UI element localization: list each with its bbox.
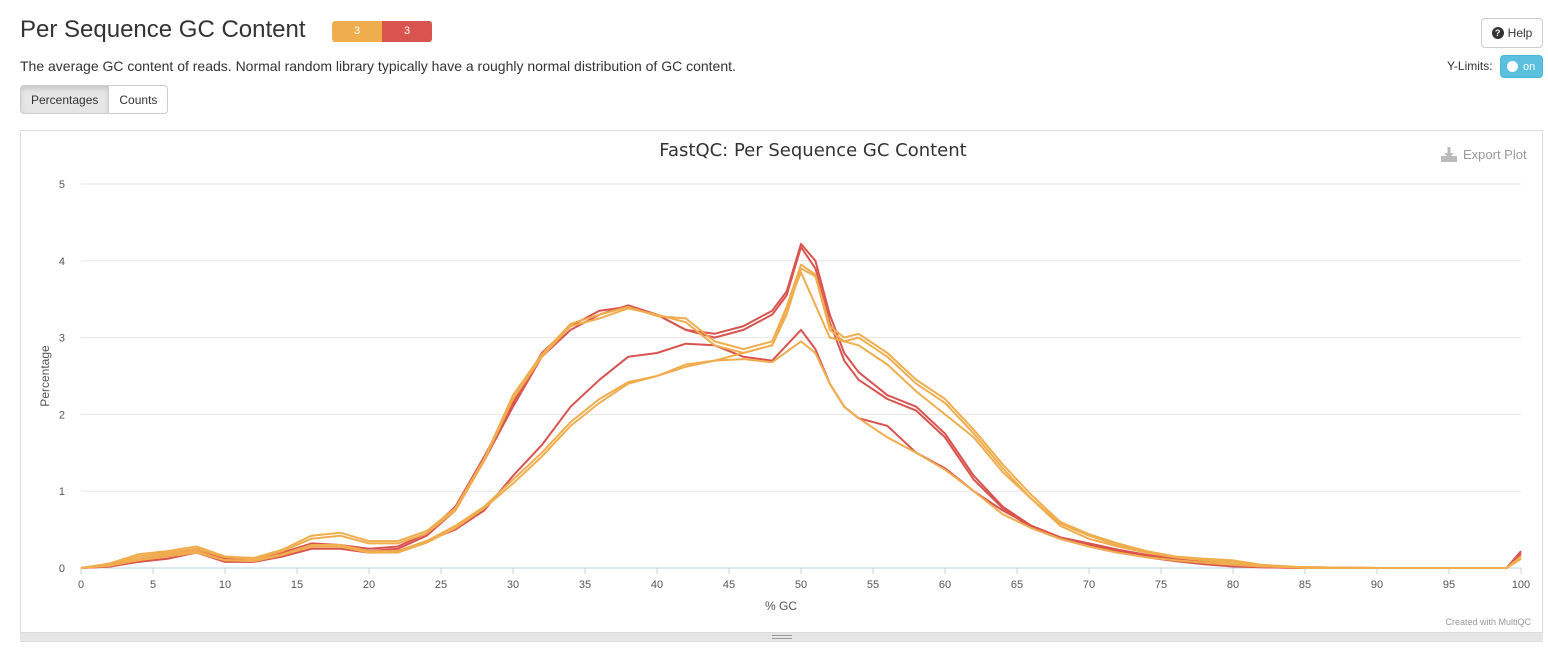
x-tick-label: 45 [723,579,735,591]
x-tick-label: 85 [1299,579,1311,591]
x-tick-label: 50 [795,579,807,591]
series-line-5[interactable] [80,263,1522,569]
series-lines [80,242,1522,569]
series-line-1[interactable] [80,242,1522,569]
y-tick-label: 3 [59,333,65,345]
x-tick-label: 70 [1083,579,1095,591]
grid-lines [81,183,1521,492]
y-tick-label: 0 [59,563,65,575]
x-tick-label: 80 [1227,579,1239,591]
toggle-knob-icon [1507,61,1518,72]
toggle-label: on [1523,60,1536,73]
export-plot-button[interactable]: Export Plot [1441,147,1527,162]
x-tick-label: 60 [939,579,951,591]
plot-container: 0 1 2 3 4 5 0 5 10 15 20 25 30 35 40 45 50 55 60 65 70 75 80 85… [20,130,1543,642]
x-tick-label: 55 [867,579,879,591]
plot-resize-handle[interactable] [20,632,1543,642]
help-label: Help [1507,26,1533,40]
export-plot-label: Export Plot [1463,147,1527,162]
status-warn-count[interactable]: 3 [332,21,382,42]
y-tick-label: 2 [59,409,65,421]
x-tick-label: 25 [435,579,447,591]
series-line-2[interactable] [80,246,1522,569]
question-circle-icon: ? [1491,27,1504,39]
x-tick-label: 75 [1155,579,1167,591]
y-tick-label: 4 [59,256,65,268]
x-tick-label: 35 [579,579,591,591]
x-tick-label: 10 [219,579,231,591]
x-axis-label: % GC [765,599,797,613]
section-title: Per Sequence GC Content [20,16,306,43]
x-tick-label: 90 [1371,579,1383,591]
x-tick-label: 95 [1443,579,1455,591]
x-tick-label: 0 [78,579,84,591]
x-tick-label: 100 [1512,579,1530,591]
series-line-6[interactable] [80,340,1522,569]
x-tick-label: 15 [291,579,303,591]
section-description: The average GC content of reads. Normal … [20,58,736,74]
help-button[interactable]: ? Help [1481,18,1543,48]
y-tick-label: 5 [59,179,65,191]
series-line-7[interactable] [80,271,1522,569]
tab-counts[interactable]: Counts [109,85,169,114]
data-type-switch: Percentages Counts [20,85,169,114]
chart-title: FastQC: Per Sequence GC Content [659,140,966,161]
x-tick-label: 65 [1011,579,1023,591]
created-with-credit: Created with MultiQC [1445,617,1531,627]
y-tick-label: 1 [59,486,65,498]
status-fail-count[interactable]: 3 [382,21,432,42]
series-line-4[interactable] [80,267,1522,569]
grip-icon [772,635,792,639]
x-tick-label: 30 [507,579,519,591]
ylimits-toggle[interactable]: on [1500,55,1543,78]
x-tick-label: 40 [651,579,663,591]
y-axis-label: Percentage [38,345,52,407]
x-tick-label: 20 [363,579,375,591]
x-tick-label: 5 [150,579,156,591]
ylimits-label: Y-Limits: [1447,59,1493,73]
download-icon [1441,147,1457,162]
tab-percentages[interactable]: Percentages [20,85,110,114]
series-line-3[interactable] [80,328,1522,569]
status-bar[interactable]: 3 3 [332,21,432,42]
